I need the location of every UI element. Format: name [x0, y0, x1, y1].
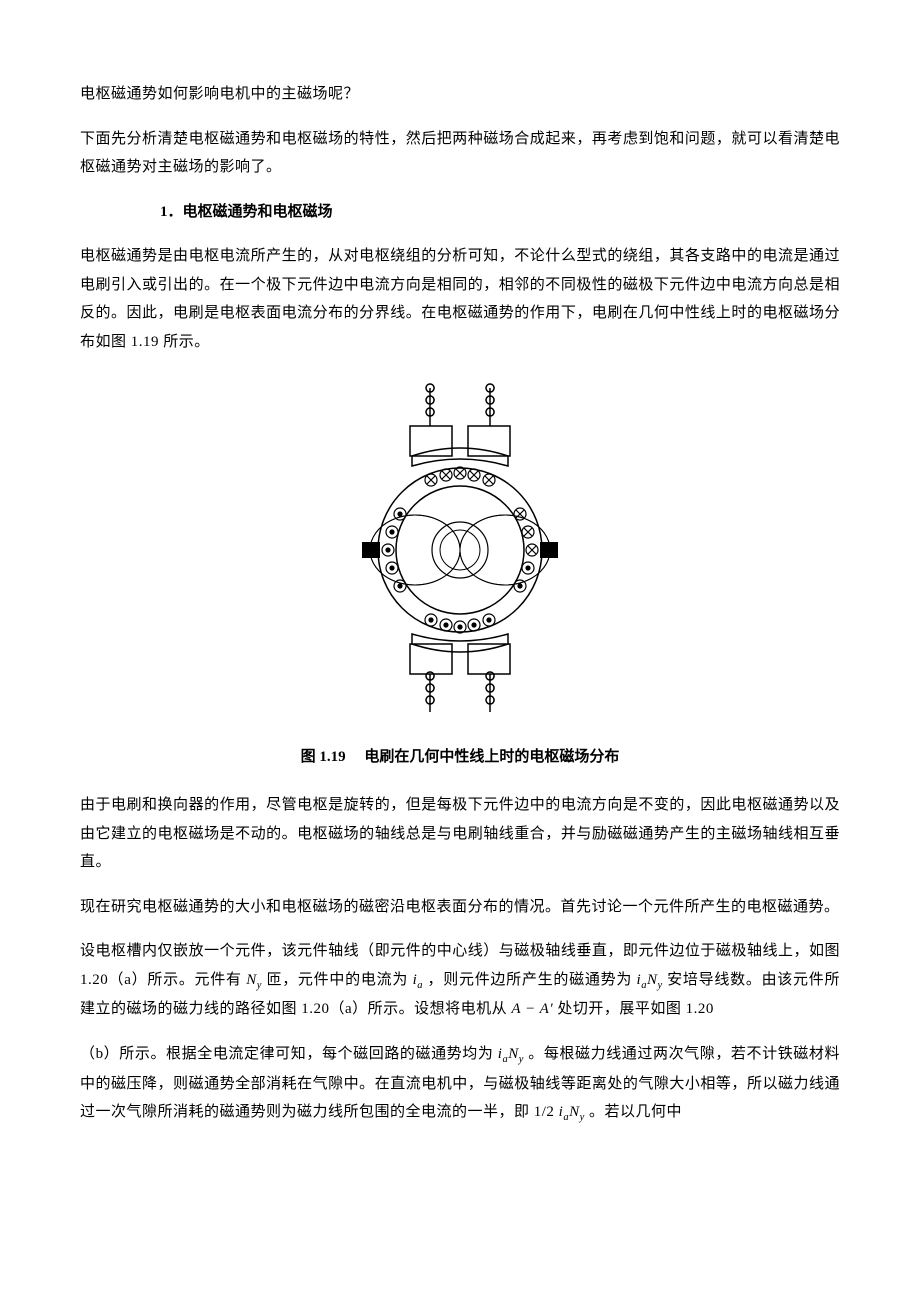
body-paragraph-3: 现在研究电枢磁通势的大小和电枢磁场的磁密沿电枢表面分布的情况。首先讨论一个元件所… — [80, 893, 840, 922]
formula-ia: ia — [413, 972, 423, 988]
formula-iaNy-3: iaNy — [559, 1104, 585, 1120]
body-paragraph-5: （b）所示。根据全电流定律可知，每个磁回路的磁通势均为 iaNy 。每根磁力线通… — [80, 1040, 840, 1128]
body-paragraph-4: 设电枢槽内仅嵌放一个元件，该元件轴线（即元件的中心线）与磁极轴线垂直，即元件边位… — [80, 937, 840, 1024]
figure-1-19-caption: 图 1.19 电刷在几何中性线上时的电枢磁场分布 — [80, 743, 840, 772]
formula-AA: A − A′ — [511, 1001, 553, 1017]
p4-text-c: ，则元件边所产生的磁通势为 — [427, 972, 636, 988]
formula-iaNy-2: iaNy — [498, 1046, 524, 1062]
intro-paragraph-1: 电枢磁通势如何影响电机中的主磁场呢？ — [80, 80, 840, 109]
p4-text-b: 匝，元件中的电流为 — [266, 972, 412, 988]
body-paragraph-1: 电枢磁通势是由电枢电流所产生的，从对电枢绕组的分析可知，不论什么型式的绕组，其各… — [80, 242, 840, 356]
figure-1-19: 图 1.19 电刷在几何中性线上时的电枢磁场分布 — [80, 380, 840, 771]
p5-text-a: （b）所示。根据全电流定律可知，每个磁回路的磁通势均为 — [80, 1046, 498, 1062]
body-paragraph-2: 由于电刷和换向器的作用，尽管电枢是旋转的，但是每极下元件边中的电流方向是不变的，… — [80, 791, 840, 877]
p4-text-e: 处切开，展平如图 1.20 — [557, 1001, 714, 1017]
section-heading-1: 1．电枢磁通势和电枢磁场 — [80, 198, 840, 227]
p5-text-c: 。若以几何中 — [589, 1104, 682, 1120]
figure-1-19-diagram — [320, 380, 600, 720]
intro-paragraph-2: 下面先分析清楚电枢磁通势和电枢磁场的特性，然后把两种磁场合成起来，再考虑到饱和问… — [80, 125, 840, 182]
formula-iaNy-1: iaNy — [637, 972, 663, 988]
formula-Ny: Ny — [246, 972, 262, 988]
